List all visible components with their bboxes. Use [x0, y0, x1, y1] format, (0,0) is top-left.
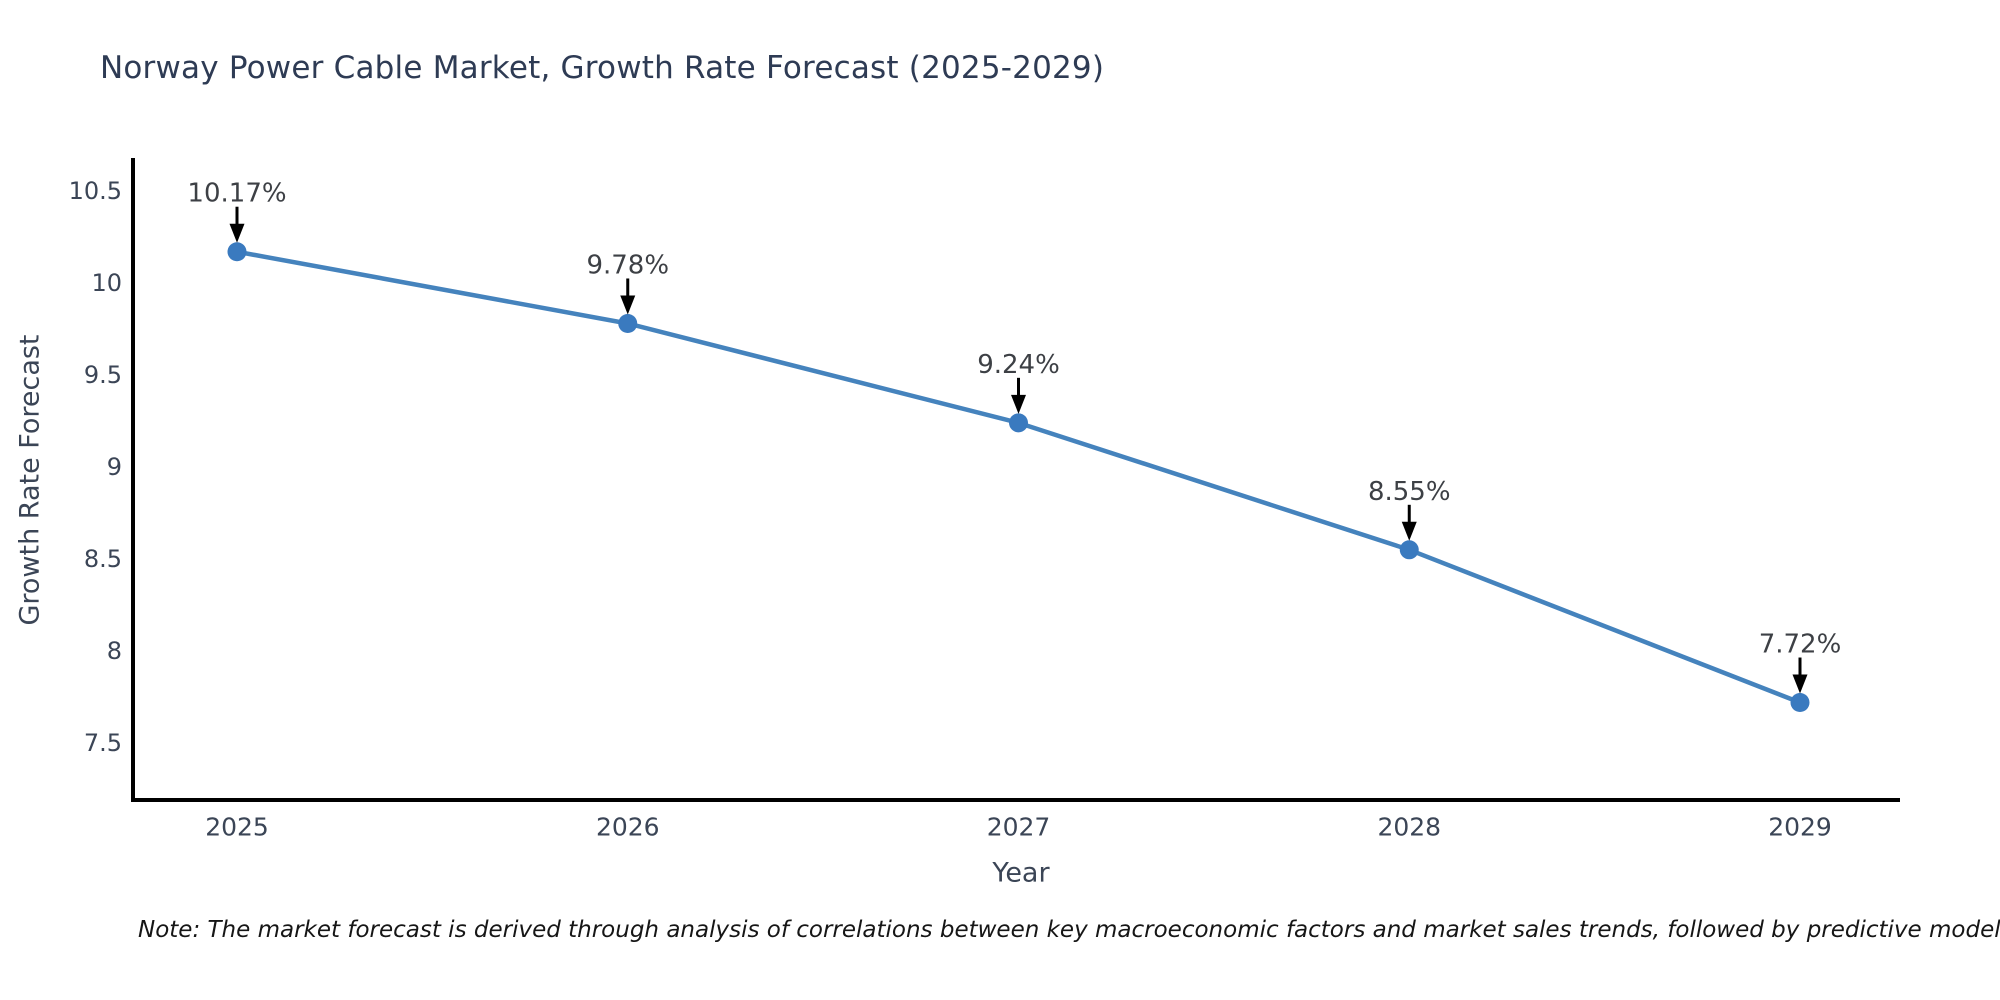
data-point-marker — [1399, 540, 1419, 560]
annotation-arrowhead — [1792, 674, 1808, 694]
annotation-label: 9.24% — [977, 350, 1060, 380]
chart-title: Norway Power Cable Market, Growth Rate F… — [100, 50, 1105, 86]
x-tick-label: 2029 — [1768, 813, 1832, 842]
data-point-marker — [618, 313, 638, 333]
trend-line — [234, 249, 1803, 705]
data-point-marker — [227, 242, 247, 262]
y-tick-label: 10.5 — [69, 177, 122, 205]
data-point-marker — [1790, 693, 1810, 713]
x-tick-label: 2027 — [987, 813, 1051, 842]
annotation-arrowhead — [229, 223, 245, 243]
y-tick-label: 10 — [91, 269, 122, 297]
y-tick-label: 8 — [107, 637, 122, 665]
annotation-arrowhead — [1401, 521, 1417, 541]
footnote: Note: The market forecast is derived thr… — [138, 917, 2000, 943]
annotation-label: 10.17% — [187, 179, 286, 209]
x-tick-label: 2025 — [205, 813, 269, 842]
y-axis-title: Growth Rate Forecast — [14, 334, 46, 626]
annotation-label: 9.78% — [586, 250, 669, 280]
x-tick-label: 2026 — [596, 813, 660, 842]
data-point-marker — [1009, 413, 1028, 433]
x-tick-label: 2028 — [1377, 813, 1441, 842]
x-axis-title: Year — [992, 857, 1050, 889]
annotation-arrowhead — [620, 295, 636, 315]
annotation-arrowhead — [1011, 394, 1026, 414]
annotation-label: 7.72% — [1759, 630, 1842, 660]
y-tick-label: 9.5 — [84, 361, 122, 389]
y-tick-label: 7.5 — [84, 729, 122, 757]
y-tick-label: 8.5 — [84, 545, 122, 573]
annotation-label: 8.55% — [1368, 477, 1451, 507]
y-tick-label: 9 — [107, 453, 122, 481]
